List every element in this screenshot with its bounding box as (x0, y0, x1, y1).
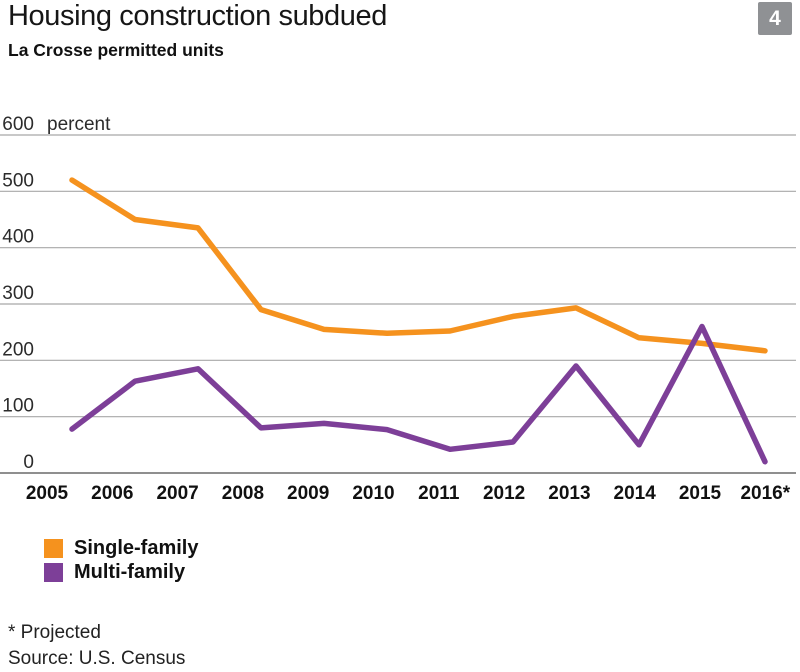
multi-family-swatch (44, 563, 63, 582)
y-tick-label: 200 (2, 339, 34, 360)
chart-footer: * Projected Source: U.S. Census (8, 620, 185, 672)
legend-label-multi-family: Multi-family (74, 561, 186, 583)
x-tick-label: 2009 (287, 483, 329, 504)
x-tick-label: 2011 (418, 483, 460, 504)
x-tick-label: 2013 (548, 483, 590, 504)
y-tick-label: 0 (23, 452, 34, 473)
projected-note: * Projected (8, 622, 101, 643)
x-tick-label: 2015 (679, 483, 722, 504)
x-tick-label: 2005 (26, 483, 69, 504)
x-tick-label: 2007 (156, 483, 198, 504)
single-family-swatch (44, 539, 63, 558)
legend-item-single-family: Single-family (44, 537, 199, 559)
legend-label-single-family: Single-family (74, 537, 199, 559)
y-tick-label: 300 (2, 283, 34, 304)
figure-number-badge: 4 (758, 2, 792, 35)
x-tick-label: 2014 (614, 483, 657, 504)
x-tick-label: 2016* (740, 483, 790, 504)
x-tick-label: 2010 (352, 483, 394, 504)
series-line-single-family (69, 177, 768, 354)
x-tick-label: 2006 (91, 483, 133, 504)
y-tick-label: 600 (2, 114, 34, 135)
y-tick-label: 100 (2, 396, 34, 417)
x-tick-label: 2012 (483, 483, 525, 504)
page-title: Housing construction subdued (8, 0, 387, 32)
source-note: Source: U.S. Census (8, 648, 186, 669)
y-tick-label: 500 (2, 170, 34, 191)
legend-item-multi-family: Multi-family (44, 561, 198, 583)
chart-subtitle: La Crosse permitted units (8, 40, 224, 60)
y-axis-unit-label: percent (47, 114, 111, 135)
x-tick-label: 2008 (222, 483, 264, 504)
series-line-multi-family (69, 323, 768, 465)
legend: Single-family Multi-family (44, 537, 199, 583)
y-tick-label: 400 (2, 227, 34, 248)
